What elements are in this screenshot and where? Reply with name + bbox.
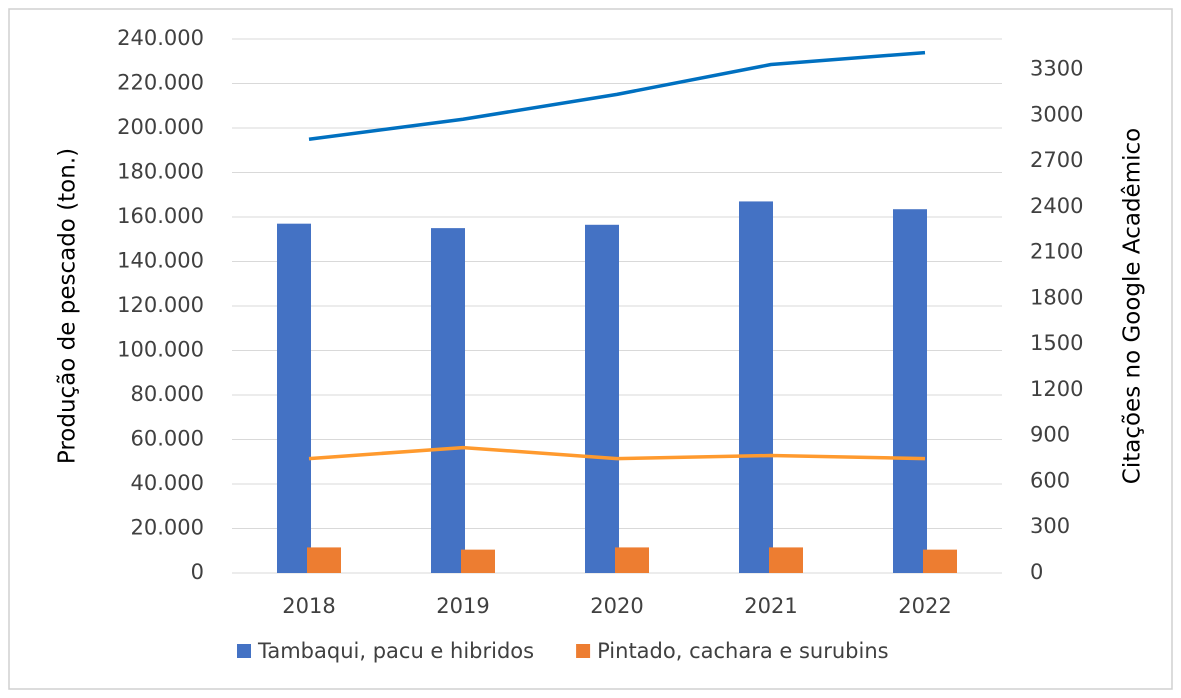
legend-swatch: [576, 644, 591, 658]
bar: [431, 228, 465, 573]
y-tick-label: 20.000: [131, 516, 204, 540]
bar: [739, 201, 773, 574]
y2-tick-label: 900: [1030, 423, 1070, 447]
y2-tick-label: 0: [1030, 560, 1043, 584]
y2-tick-label: 1800: [1030, 285, 1083, 309]
y2-tick-label: 2700: [1030, 148, 1083, 172]
x-tick-label: 2020: [590, 594, 643, 618]
y-tick-label: 240.000: [117, 26, 204, 50]
y2-axis-label: Citações no Google Acadêmico: [1120, 128, 1146, 484]
y-tick-label: 200.000: [117, 115, 204, 139]
line: [308, 445, 926, 461]
y-tick-label: 80.000: [131, 382, 204, 406]
y2-tick-label: 1500: [1030, 331, 1083, 355]
y-axis-label: Produção de pescado (ton.): [55, 148, 81, 464]
y-tick-label: 160.000: [117, 204, 204, 228]
bar: [307, 547, 341, 573]
x-tick-label: 2019: [436, 594, 489, 618]
line: [308, 50, 926, 141]
legend-swatch: [237, 644, 251, 658]
y-tick-label: 120.000: [117, 293, 204, 317]
y-tick-label: 40.000: [131, 471, 204, 495]
bar: [277, 223, 311, 574]
y-tick-label: 100.000: [117, 338, 204, 362]
legend-label: Tambaqui, pacu e hibridos: [257, 639, 534, 663]
legend-label: Pintado, cachara e surubins: [597, 639, 889, 663]
y2-tick-label: 300: [1030, 514, 1070, 538]
bar: [769, 547, 803, 573]
y-tick-label: 220.000: [117, 71, 204, 95]
x-tick-label: 2021: [744, 594, 797, 618]
y2-tick-label: 1200: [1030, 377, 1083, 401]
x-tick-label: 2022: [898, 594, 951, 618]
bar: [585, 224, 619, 573]
bar: [893, 209, 927, 573]
bar: [461, 549, 495, 573]
bar: [923, 549, 957, 573]
x-tick-label: 2018: [282, 594, 335, 618]
y-tick-label: 60.000: [131, 427, 204, 451]
y2-tick-label: 2100: [1030, 240, 1083, 264]
y2-tick-label: 2400: [1030, 194, 1083, 218]
y-tick-label: 180.000: [117, 160, 204, 184]
bar: [615, 547, 649, 573]
y-tick-label: 140.000: [117, 249, 204, 273]
y2-tick-label: 600: [1030, 468, 1070, 492]
y-tick-label: 0: [191, 560, 204, 584]
y2-tick-label: 3300: [1030, 57, 1083, 81]
y2-tick-label: 3000: [1030, 102, 1083, 126]
